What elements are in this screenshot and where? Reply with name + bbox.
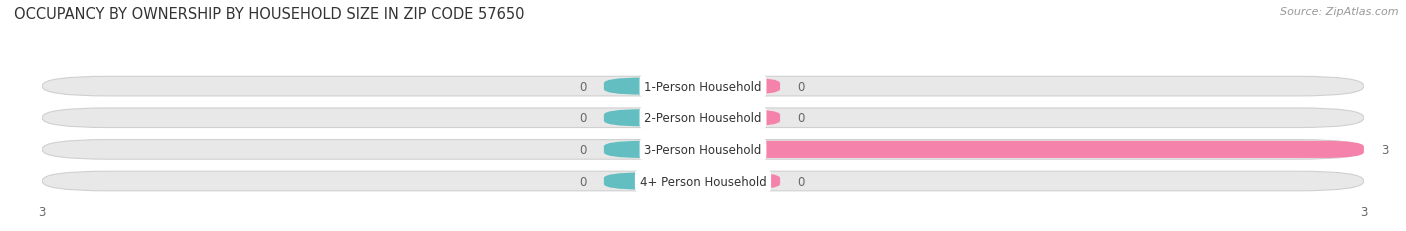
FancyBboxPatch shape [605, 141, 703, 158]
FancyBboxPatch shape [605, 173, 703, 190]
FancyBboxPatch shape [42, 77, 1364, 97]
FancyBboxPatch shape [42, 109, 1364, 128]
Text: OCCUPANCY BY OWNERSHIP BY HOUSEHOLD SIZE IN ZIP CODE 57650: OCCUPANCY BY OWNERSHIP BY HOUSEHOLD SIZE… [14, 7, 524, 22]
Text: 0: 0 [579, 143, 586, 156]
Text: 0: 0 [579, 175, 586, 188]
Text: 0: 0 [797, 175, 806, 188]
Text: 4+ Person Household: 4+ Person Household [640, 175, 766, 188]
Text: 1-Person Household: 1-Person Household [644, 80, 762, 93]
FancyBboxPatch shape [605, 78, 703, 95]
FancyBboxPatch shape [703, 110, 780, 127]
FancyBboxPatch shape [42, 171, 1364, 191]
FancyBboxPatch shape [703, 141, 1364, 158]
Text: Source: ZipAtlas.com: Source: ZipAtlas.com [1281, 7, 1399, 17]
Text: 0: 0 [797, 80, 806, 93]
FancyBboxPatch shape [42, 140, 1364, 159]
Text: 0: 0 [579, 80, 586, 93]
Text: 3: 3 [1382, 143, 1389, 156]
Text: 2-Person Household: 2-Person Household [644, 112, 762, 125]
FancyBboxPatch shape [703, 78, 780, 95]
Text: 0: 0 [797, 112, 806, 125]
FancyBboxPatch shape [605, 110, 703, 127]
FancyBboxPatch shape [703, 173, 780, 190]
Text: 3-Person Household: 3-Person Household [644, 143, 762, 156]
Text: 0: 0 [579, 112, 586, 125]
